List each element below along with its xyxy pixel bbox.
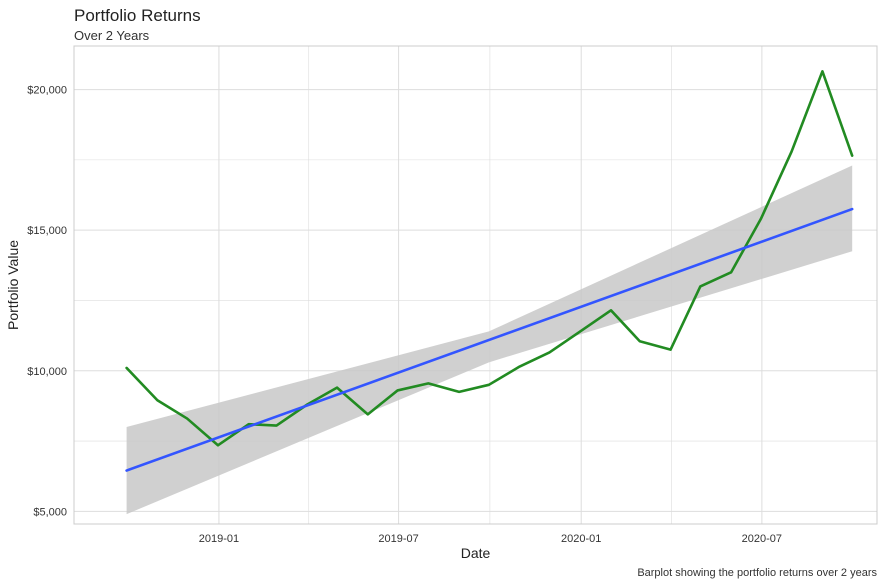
y-tick-label: $10,000	[27, 366, 67, 378]
y-axis-title: Portfolio Value	[5, 240, 21, 330]
plot-frame	[73, 45, 878, 525]
chart-title: Portfolio Returns	[74, 6, 201, 25]
y-axis-ticks: $5,000 $10,000 $15,000 $20,000	[27, 85, 67, 519]
plot-border	[73, 45, 878, 525]
y-tick-label: $15,000	[27, 225, 67, 237]
series-layer	[125, 70, 854, 472]
x-axis-ticks: 2019-01 2019-07 2020-01 2020-07	[199, 533, 782, 545]
trend-line	[125, 207, 854, 472]
x-tick-label: 2020-07	[742, 533, 782, 545]
x-tick-label: 2019-07	[378, 533, 418, 545]
x-tick-label: 2020-01	[561, 533, 601, 545]
y-tick-label: $20,000	[27, 85, 67, 97]
x-axis-title: Date	[461, 545, 491, 561]
y-tick-label: $5,000	[33, 506, 67, 518]
portfolio-value-line	[125, 70, 854, 447]
x-tick-label: 2019-01	[199, 533, 239, 545]
chart-subtitle: Over 2 Years	[74, 28, 150, 43]
chart-caption: Barplot showing the portfolio returns ov…	[637, 567, 877, 579]
